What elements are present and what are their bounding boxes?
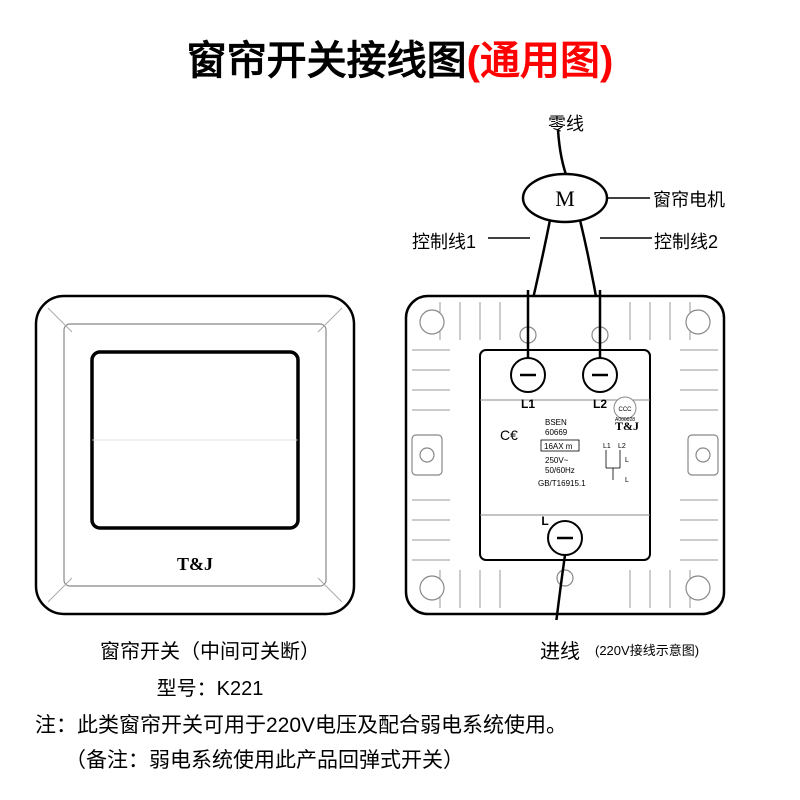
model-label: 型号：	[157, 678, 217, 700]
front-caption: 窗帘开关（中间可关断）	[60, 635, 360, 664]
front-switch: T&J	[30, 290, 360, 620]
svg-text:16AX m: 16AX m	[544, 442, 573, 451]
svg-text:L1: L1	[603, 443, 611, 450]
svg-text:GB/T16915.1: GB/T16915.1	[538, 479, 586, 488]
ctrl1-label: 控制线1	[412, 228, 476, 254]
back-switch: L1 L2 L C€ BSEN 60669 16AX m 250V~ 50/60…	[400, 290, 730, 620]
note1-text: 此类窗帘开关可用于220V电压及配合弱电系统使用。	[77, 714, 567, 737]
note-line1: 注：此类窗帘开关可用于220V电压及配合弱电系统使用。	[35, 710, 765, 742]
svg-text:BSEN: BSEN	[545, 418, 567, 427]
title-red: (通用图)	[467, 39, 614, 83]
note-line2: （备注：弱电系统使用此产品回弹式开关）	[65, 745, 795, 777]
svg-text:50/60Hz: 50/60Hz	[545, 466, 575, 475]
note2-prefix: （备注：	[65, 749, 149, 772]
svg-text:60669: 60669	[545, 428, 568, 437]
svg-text:C€: C€	[500, 427, 518, 443]
title-row: 窗帘开关接线图(通用图)	[0, 28, 800, 86]
wiring-note: (220V接线示意图)	[595, 640, 775, 659]
svg-text:L: L	[625, 457, 629, 464]
note2-text: 弱电系统使用此产品回弹式开关）	[149, 749, 464, 772]
svg-text:L2: L2	[618, 443, 626, 450]
svg-text:A000028: A000028	[615, 417, 635, 423]
diagram-area: M 零线 窗帘电机 控制线1 控制线2	[0, 100, 800, 680]
svg-text:CCC: CCC	[619, 407, 633, 413]
svg-text:250V~: 250V~	[545, 456, 569, 465]
svg-text:L1: L1	[521, 397, 535, 411]
svg-text:L: L	[541, 514, 548, 528]
motor-label: 窗帘电机	[653, 186, 725, 212]
title-main: 窗帘开关接线图	[187, 39, 467, 83]
front-model: 型号：K221	[60, 672, 360, 701]
front-brand: T&J	[177, 554, 213, 574]
svg-text:L2: L2	[593, 397, 607, 411]
ctrl2-label: 控制线2	[654, 228, 718, 254]
motor-area: M 零线 窗帘电机 控制线1 控制线2	[400, 120, 730, 300]
svg-text:L: L	[625, 477, 629, 484]
motor-letter: M	[555, 186, 575, 211]
neutral-label: 零线	[548, 110, 584, 136]
model-value: K221	[217, 678, 264, 700]
note1-prefix: 注：	[35, 714, 77, 737]
front-switch-svg: T&J	[30, 290, 360, 620]
back-switch-svg: L1 L2 L C€ BSEN 60669 16AX m 250V~ 50/60…	[400, 290, 730, 620]
